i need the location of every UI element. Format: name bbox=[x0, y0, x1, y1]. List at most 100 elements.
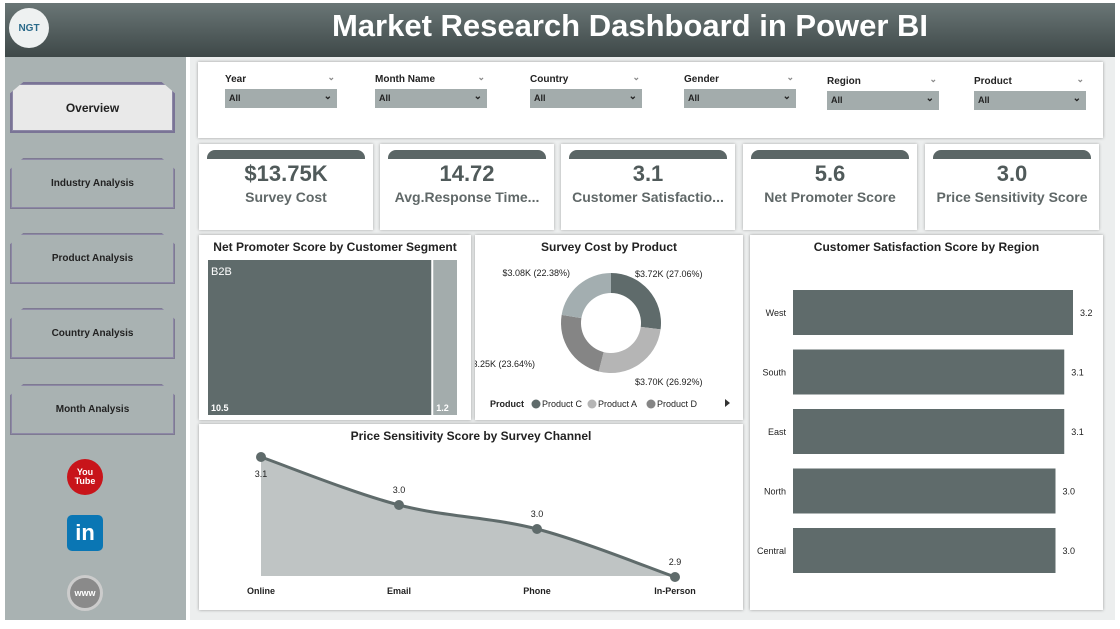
region-value-label: 3.1 bbox=[1071, 368, 1084, 378]
filter-label-text: Gender bbox=[684, 74, 720, 85]
youtube-label: You Tube bbox=[74, 467, 96, 486]
region-value-label: 3.2 bbox=[1080, 308, 1093, 318]
region-bar[interactable] bbox=[793, 528, 1056, 573]
donut-slice[interactable] bbox=[611, 273, 661, 330]
treemap-chart: B2B 10.5 1.2 bbox=[208, 260, 457, 415]
filter-dropdown[interactable]: All ⌄ bbox=[225, 89, 337, 108]
treemap-tile[interactable] bbox=[433, 260, 457, 415]
filter-dropdown[interactable]: All ⌄ bbox=[827, 91, 939, 110]
area-chart: 3.1 Online 3.0 Email 3.0 Phone 2.9 In-Person bbox=[247, 452, 696, 596]
region-bar-panel: Customer Satisfaction Score by Region We… bbox=[750, 235, 1103, 610]
kpi-value: 3.1 bbox=[632, 161, 664, 186]
globe-icon[interactable]: www bbox=[67, 575, 103, 611]
kpi-value: $13.75K bbox=[244, 161, 328, 186]
filter-dropdown[interactable]: All ⌄ bbox=[684, 89, 796, 108]
kpi-header-bar bbox=[207, 150, 365, 159]
treemap-tile[interactable] bbox=[208, 260, 432, 415]
kpi-label: Price Sensitivity Score bbox=[936, 189, 1088, 205]
donut-title: Survey Cost by Product bbox=[540, 240, 678, 254]
legend-item[interactable]: Product A bbox=[598, 399, 637, 409]
chevron-down-icon[interactable]: ⌄ bbox=[1076, 74, 1084, 84]
linkedin-icon[interactable]: in bbox=[67, 515, 103, 551]
donut-slice[interactable] bbox=[561, 314, 604, 372]
filter-country[interactable]: Country ⌄ All ⌄ bbox=[530, 72, 642, 108]
legend-marker bbox=[646, 399, 656, 409]
region-bar[interactable] bbox=[793, 349, 1065, 395]
filter-label: Year ⌄ bbox=[225, 72, 337, 89]
chevron-down-icon: ⌄ bbox=[628, 91, 637, 102]
filter-value: All bbox=[379, 93, 391, 103]
area-point[interactable] bbox=[394, 500, 404, 510]
region-bar[interactable] bbox=[793, 409, 1065, 454]
region-axis-label: Central bbox=[757, 546, 786, 556]
legend-item[interactable]: Product C bbox=[542, 399, 583, 409]
area-axis-label: Online bbox=[247, 586, 275, 596]
area-value-label: 3.0 bbox=[393, 485, 406, 495]
filter-dropdown[interactable]: All ⌄ bbox=[530, 89, 642, 108]
filter-dropdown[interactable]: All ⌄ bbox=[375, 89, 487, 108]
page-title: Market Research Dashboard in Power BI bbox=[331, 8, 929, 43]
chevron-down-icon[interactable]: ⌄ bbox=[327, 72, 335, 82]
legend-item[interactable]: Product D bbox=[657, 399, 698, 409]
chevron-down-icon: ⌄ bbox=[473, 91, 482, 102]
filter-label-text: Region bbox=[827, 76, 861, 87]
donut-data-label: $3.72K (27.06%) bbox=[635, 269, 703, 279]
area-axis-label: Email bbox=[387, 586, 411, 596]
kpi-value: 5.6 bbox=[814, 161, 846, 186]
chevron-down-icon: ⌄ bbox=[323, 91, 332, 102]
kpi-header-bar bbox=[388, 150, 546, 159]
filter-label-text: Month Name bbox=[375, 74, 435, 85]
treemap-title: Net Promoter Score by Customer Segment bbox=[213, 240, 457, 254]
filter-value: All bbox=[831, 95, 843, 105]
filter-region[interactable]: Region ⌄ All ⌄ bbox=[827, 74, 939, 110]
region-bar-title: Customer Satisfaction Score by Region bbox=[813, 240, 1040, 254]
nav-country-analysis[interactable]: Country Analysis bbox=[10, 308, 175, 359]
donut-slice[interactable] bbox=[561, 273, 611, 319]
donut-chart: $3.72K (27.06%) $3.70K (26.92%) $3.25K (23… bbox=[475, 268, 730, 409]
kpi-card: 14.72 Avg.Response Time... bbox=[380, 144, 554, 230]
kpi-label: Survey Cost bbox=[245, 189, 327, 205]
area-value-label: 3.1 bbox=[255, 469, 268, 479]
kpi-value: 3.0 bbox=[996, 161, 1028, 186]
kpi-header-bar bbox=[933, 150, 1091, 159]
area-point[interactable] bbox=[256, 452, 266, 462]
donut-slice[interactable] bbox=[598, 326, 661, 373]
chevron-down-icon[interactable]: ⌄ bbox=[786, 72, 794, 82]
nav-product-analysis[interactable]: Product Analysis bbox=[10, 233, 175, 284]
nav-industry-analysis[interactable]: Industry Analysis bbox=[10, 158, 175, 209]
filter-label: Gender ⌄ bbox=[684, 72, 796, 89]
kpi-header-bar bbox=[751, 150, 909, 159]
filter-label: Country ⌄ bbox=[530, 72, 642, 89]
filter-dropdown[interactable]: All ⌄ bbox=[974, 91, 1086, 110]
area-point[interactable] bbox=[670, 572, 680, 582]
treemap-panel: Net Promoter Score by Customer Segment B… bbox=[199, 235, 471, 420]
kpi-card: 5.6 Net Promoter Score bbox=[743, 144, 917, 230]
kpi-label: Net Promoter Score bbox=[764, 189, 896, 205]
youtube-icon[interactable]: You Tube bbox=[67, 459, 103, 495]
filter-gender[interactable]: Gender ⌄ All ⌄ bbox=[684, 72, 796, 108]
nav-overview[interactable]: Overview bbox=[10, 82, 175, 133]
nav-month-analysis[interactable]: Month Analysis bbox=[10, 384, 175, 435]
region-bar[interactable] bbox=[793, 290, 1073, 335]
filter-label-text: Country bbox=[530, 74, 569, 85]
chevron-down-icon[interactable]: ⌄ bbox=[929, 74, 937, 84]
filter-label: Region ⌄ bbox=[827, 74, 939, 91]
linkedin-label: in bbox=[75, 520, 95, 545]
filter-value: All bbox=[978, 95, 990, 105]
kpi-card: $13.75K Survey Cost bbox=[199, 144, 373, 230]
filter-year[interactable]: Year ⌄ All ⌄ bbox=[225, 72, 337, 108]
chevron-down-icon[interactable]: ⌄ bbox=[477, 72, 485, 82]
chevron-down-icon[interactable]: ⌄ bbox=[632, 72, 640, 82]
filter-month-name[interactable]: Month Name ⌄ All ⌄ bbox=[375, 72, 487, 108]
filter-panel bbox=[198, 62, 1103, 138]
kpi-card: 3.0 Price Sensitivity Score bbox=[925, 144, 1099, 230]
donut-data-label: $3.08K (22.38%) bbox=[502, 268, 570, 278]
legend-marker bbox=[587, 399, 597, 409]
legend-next-arrow-icon[interactable] bbox=[725, 399, 730, 407]
logo-text: NGT bbox=[18, 22, 40, 34]
chevron-down-icon: ⌄ bbox=[782, 91, 791, 102]
filter-product[interactable]: Product ⌄ All ⌄ bbox=[974, 74, 1086, 110]
region-bar[interactable] bbox=[793, 468, 1056, 514]
filter-label: Month Name ⌄ bbox=[375, 72, 487, 89]
area-point[interactable] bbox=[532, 524, 542, 534]
